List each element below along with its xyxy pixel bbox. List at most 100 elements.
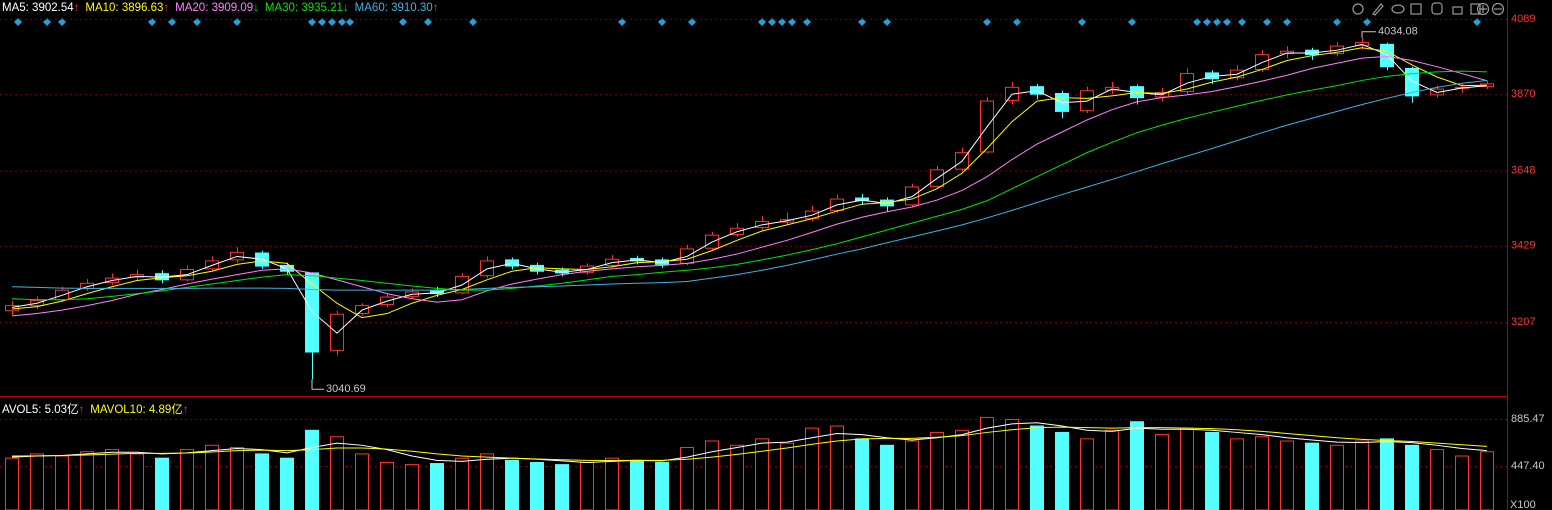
legend-arrow: ↑ [182, 404, 189, 416]
volume-bar [480, 453, 494, 510]
signal-marker [399, 18, 407, 26]
signal-marker [58, 18, 66, 26]
legend-item: MA20: 3909.09↓ [175, 2, 259, 14]
legend-arrow: ↑ [73, 2, 80, 14]
legend-item: MA10: 3896.63↑ [85, 2, 169, 14]
signal-marker [1363, 18, 1371, 26]
signal-marker [803, 18, 811, 26]
signal-marker [1078, 18, 1086, 26]
legend-item: MA60: 3910.30↑ [355, 2, 439, 14]
volume-bar [805, 427, 819, 510]
hand-icon[interactable] [1431, 2, 1443, 15]
signal-marker [768, 18, 776, 26]
candle-body [1280, 50, 1294, 55]
legend-name: MA60 [354, 2, 385, 14]
high-annotation: 4034.08 [1378, 26, 1418, 38]
snapshot-icon[interactable] [1410, 3, 1422, 15]
ma-line [11, 43, 1488, 334]
low-annotation: 3040.69 [326, 383, 366, 395]
legend-separator: : [38, 404, 45, 416]
volume-bar [855, 438, 869, 510]
volume-bar [55, 455, 69, 510]
zoom-in-ring[interactable] [1476, 2, 1490, 16]
annotation-leader [311, 379, 324, 390]
signal-marker [1193, 18, 1201, 26]
y-tick-label: 3648 [1511, 164, 1535, 176]
volume-bar [1355, 440, 1369, 510]
volume-bar [555, 464, 569, 510]
legend-arrow: ↑ [432, 2, 439, 14]
volume-bar [180, 449, 194, 510]
candle-body [1405, 67, 1419, 97]
volume-bar [105, 449, 119, 510]
candle-body [1380, 43, 1394, 68]
signal-marker [1203, 18, 1211, 26]
zoom-out-ring[interactable] [1491, 2, 1505, 16]
candle-body [130, 274, 144, 278]
volume-bar [355, 453, 369, 510]
signal-marker [318, 18, 326, 26]
legend-separator: : [384, 2, 392, 14]
volume-bar [1005, 419, 1019, 510]
signal-marker [193, 18, 201, 26]
volume-bar [1105, 429, 1119, 510]
signal-marker [148, 18, 156, 26]
signal-marker [328, 18, 336, 26]
volume-bar [405, 464, 419, 510]
ma-line [11, 79, 1488, 291]
legend-arrow: ↑ [163, 2, 170, 14]
signal-marker [308, 18, 316, 26]
legend-value: 3896.63 [121, 2, 164, 14]
volume-bar [255, 453, 269, 510]
volume-bar [505, 459, 519, 510]
signal-marker [424, 18, 432, 26]
candle-body [855, 197, 869, 202]
zoom-in-icon[interactable] [1479, 5, 1487, 13]
volume-bar [1405, 444, 1419, 510]
candle-body [480, 260, 494, 277]
volume-bar [280, 457, 294, 510]
volume-bar [930, 431, 944, 510]
signal-marker [1238, 18, 1246, 26]
view-icon[interactable] [1391, 4, 1405, 14]
draw-icon[interactable] [1372, 3, 1384, 16]
signal-marker [1473, 18, 1481, 26]
legend-value: 3910.30 [391, 2, 433, 14]
volume-bar [1430, 449, 1444, 510]
volume-bar [230, 446, 244, 510]
candle-body [1180, 73, 1194, 92]
annotation-leader [1361, 31, 1376, 38]
y-tick-label: 885.47 [1511, 413, 1545, 425]
legend-arrow: ↓ [342, 2, 349, 14]
signal-marker [858, 18, 866, 26]
y-tick-label: 3207 [1511, 316, 1535, 328]
volume-bar [530, 461, 544, 510]
volume-bar [1155, 434, 1169, 510]
unit-label: X100 [1510, 499, 1536, 510]
volume-bar [1055, 431, 1069, 510]
volume-bar [980, 416, 994, 510]
candle-body [330, 313, 344, 351]
y-tick-label: 3870 [1511, 88, 1535, 100]
signal-marker [618, 18, 626, 26]
legend-separator: : [205, 2, 212, 14]
ma-line [11, 55, 1488, 317]
signal-marker [338, 18, 346, 26]
volume-legend: AVOL5: 5.03亿↑ MAVOL10: 4.89亿↑ [2, 401, 195, 417]
volume-bar [705, 440, 719, 510]
legend-value: 3935.21 [301, 2, 343, 14]
volume-bar [205, 444, 219, 510]
settings-icon[interactable] [1352, 3, 1364, 15]
candle-body [430, 290, 444, 295]
volume-bar [30, 453, 44, 510]
signal-marker [1213, 18, 1221, 26]
volume-bar [755, 438, 769, 510]
volume-bar [605, 457, 619, 510]
lock-icon[interactable] [1452, 6, 1463, 15]
volume-bar [130, 453, 144, 510]
legend-name: MA30 [264, 2, 295, 14]
volume-bar [1455, 455, 1469, 510]
signal-marker [778, 18, 786, 26]
